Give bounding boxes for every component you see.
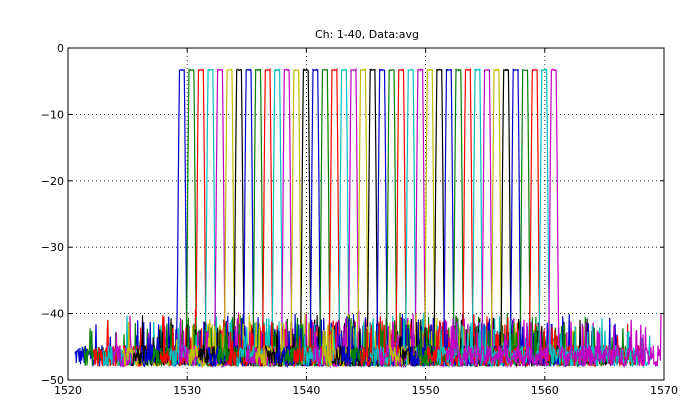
y-tick-label: −40 (41, 308, 64, 321)
axis-ticks: 1520 1530 1540 1550 1560 1570 0 −10 −20 −30 −40 −50 (41, 42, 678, 397)
y-tick-label: −10 (41, 108, 64, 121)
y-tick-label: −50 (41, 374, 64, 387)
chart-title: Ch: 1-40, Data:avg (315, 28, 419, 41)
y-tick-label: 0 (57, 42, 64, 55)
x-tick-label: 1540 (292, 384, 320, 397)
channel-series (398, 68, 614, 367)
x-tick-label: 1560 (531, 384, 559, 397)
channel-series (436, 68, 653, 369)
series-layer (74, 67, 662, 369)
channel-series (445, 68, 662, 369)
y-tick-label: −20 (41, 175, 64, 188)
x-tick-label: 1530 (173, 384, 201, 397)
x-tick-label: 1570 (650, 384, 678, 397)
channel-series (226, 67, 443, 367)
y-tick-label: −30 (41, 241, 64, 254)
x-tick-label: 1520 (54, 384, 82, 397)
plot-frame (67, 47, 665, 381)
x-tick-label: 1550 (412, 384, 440, 397)
